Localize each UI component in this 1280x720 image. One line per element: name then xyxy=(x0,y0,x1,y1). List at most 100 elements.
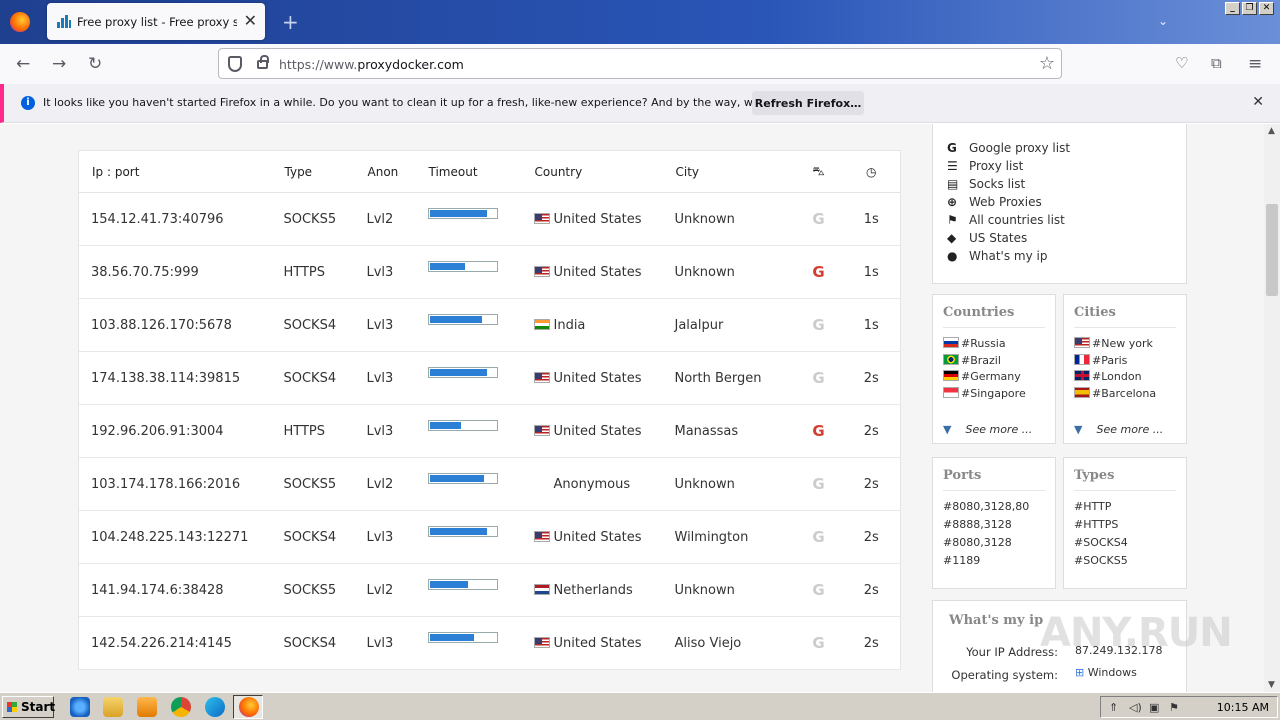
ports-link[interactable]: #8080,3128,80 xyxy=(943,500,1030,513)
ip-port-cell[interactable]: 142.54.226.214:4145 xyxy=(78,616,272,670)
type-cell: HTTPS xyxy=(271,404,355,458)
countries-link[interactable]: #Germany xyxy=(943,370,1021,383)
close-window-button[interactable]: ✕ xyxy=(1259,2,1274,15)
timeout-cell xyxy=(415,245,522,299)
internet-explorer-icon[interactable] xyxy=(70,697,90,717)
url-bar[interactable]: https://www.proxydocker.com ☆ xyxy=(218,48,1062,79)
types-link[interactable]: #SOCKS4 xyxy=(1074,536,1128,549)
table-row[interactable]: 142.54.226.214:4145 SOCKS4 Lvl3 United Stat… xyxy=(78,616,901,670)
edge-icon[interactable] xyxy=(205,697,225,717)
sidebar-link[interactable]: ☰ Proxy list xyxy=(947,159,1024,173)
table-row[interactable]: 103.174.178.166:2016 SOCKS5 Lvl2 Anonymous U… xyxy=(78,457,901,511)
sidebar-link[interactable]: G Google proxy list xyxy=(947,141,1071,155)
timeout-cell xyxy=(415,616,522,670)
chrome-icon[interactable] xyxy=(171,697,191,717)
header-ip-port[interactable]: Ip : port xyxy=(78,150,272,193)
header-clock-icon[interactable]: ◷ xyxy=(842,150,901,193)
types-link[interactable]: #HTTPS xyxy=(1074,518,1119,531)
network-icon[interactable]: ▣ xyxy=(1149,701,1160,714)
lock-icon[interactable] xyxy=(257,55,269,69)
cities-link[interactable]: #London xyxy=(1074,370,1142,383)
scroll-down-arrow-icon[interactable]: ▼ xyxy=(1268,680,1275,690)
countries-link[interactable]: #Singapore xyxy=(943,386,1026,400)
types-link[interactable]: #SOCKS5 xyxy=(1074,554,1128,567)
sidebar-link[interactable]: ● What's my ip xyxy=(947,249,1048,263)
ip-port-cell[interactable]: 141.94.174.6:38428 xyxy=(78,563,272,617)
google-icon: G xyxy=(812,422,825,440)
sidebar-link[interactable]: ⊕ Web Proxies xyxy=(947,195,1042,209)
firefox-logo-icon[interactable] xyxy=(10,12,30,32)
back-arrow-icon[interactable]: ← xyxy=(16,54,31,74)
header-country[interactable]: Country xyxy=(521,150,663,193)
extensions-icon[interactable]: ⧉ xyxy=(1211,54,1222,72)
firefox-taskbar-button[interactable] xyxy=(233,695,263,719)
header-anon[interactable]: Anon xyxy=(354,150,416,193)
page-scrollbar[interactable]: ▲ ▼ xyxy=(1264,124,1280,692)
header-google-icon[interactable]: ⛍ xyxy=(794,150,843,193)
tray-expand-icon[interactable]: ⇑ xyxy=(1109,701,1119,714)
ip-port-cell[interactable]: 103.174.178.166:2016 xyxy=(78,457,272,511)
notification-close-icon[interactable]: ✕ xyxy=(1252,94,1264,110)
cities-link[interactable]: #Paris xyxy=(1074,353,1127,367)
volume-icon[interactable]: ◁) xyxy=(1129,701,1142,714)
table-row[interactable]: 103.88.126.170:5678 SOCKS4 Lvl3 India Jalalp… xyxy=(78,298,901,352)
types-link[interactable]: #HTTP xyxy=(1074,500,1112,513)
ip-port-cell[interactable]: 104.248.225.143:12271 xyxy=(78,510,272,564)
ip-port-cell[interactable]: 174.138.38.114:39815 xyxy=(78,351,272,405)
list-all-tabs-chevron-icon[interactable]: ⌄ xyxy=(1158,14,1169,28)
menu-hamburger-icon[interactable]: ≡ xyxy=(1248,54,1263,74)
ports-link[interactable]: #8080,3128 xyxy=(943,536,1012,549)
bookmark-star-icon[interactable]: ☆ xyxy=(1038,53,1055,74)
ports-link[interactable]: #1189 xyxy=(943,554,981,567)
media-player-icon[interactable] xyxy=(137,697,157,717)
url-text[interactable]: https://www.proxydocker.com xyxy=(279,57,464,72)
countries-see-more-link[interactable]: ▼ See more ... xyxy=(943,423,1033,436)
table-row[interactable]: 104.248.225.143:12271 SOCKS4 Lvl3 United St… xyxy=(78,510,901,564)
cities-see-more-link[interactable]: ▼ See more ... xyxy=(1074,423,1164,436)
scroll-up-arrow-icon[interactable]: ▲ xyxy=(1268,126,1275,136)
timeout-bar xyxy=(427,472,498,484)
tab-active[interactable]: Free proxy list - Free proxy server ✕ xyxy=(47,3,265,40)
countries-link[interactable]: #Russia xyxy=(943,337,1006,350)
sidebar-link-icon: ▤ xyxy=(947,177,959,191)
table-row[interactable]: 174.138.38.114:39815 SOCKS4 Lvl3 United Sta… xyxy=(78,351,901,405)
ip-port-cell[interactable]: 103.88.126.170:5678 xyxy=(78,298,272,352)
table-row[interactable]: 192.96.206.91:3004 HTTPS Lvl3 United States… xyxy=(78,404,901,458)
whats-my-ip-panel: What's my ip Your IP Address: 87.249.132… xyxy=(932,600,1187,692)
ip-port-cell[interactable]: 154.12.41.73:40796 xyxy=(78,192,272,246)
header-city[interactable]: City xyxy=(662,150,795,193)
tab-close-icon[interactable]: ✕ xyxy=(243,11,257,30)
ports-link[interactable]: #8888,3128 xyxy=(943,518,1012,531)
anyrun-watermark: ANY.RUN xyxy=(1040,610,1233,656)
sidebar-link[interactable]: ▤ Socks list xyxy=(947,177,1026,191)
anon-cell: Lvl3 xyxy=(354,245,416,299)
cities-link[interactable]: #New york xyxy=(1074,337,1153,350)
ip-port-cell[interactable]: 38.56.70.75:999 xyxy=(78,245,272,299)
sidebar-link[interactable]: ◆ US States xyxy=(947,231,1028,245)
timeout-bar xyxy=(427,313,498,325)
table-row[interactable]: 141.94.174.6:38428 SOCKS5 Lvl2 Netherlands U… xyxy=(78,563,901,617)
header-type[interactable]: Type xyxy=(271,150,355,193)
city-cell: Unknown xyxy=(662,245,795,299)
sidebar-link[interactable]: ⚑ All countries list xyxy=(947,213,1065,227)
forward-arrow-icon[interactable]: → xyxy=(52,54,67,74)
pocket-icon[interactable]: ♡ xyxy=(1175,54,1189,72)
scrollbar-thumb[interactable] xyxy=(1266,204,1278,296)
table-row[interactable]: 154.12.41.73:40796 SOCKS5 Lvl2 United State… xyxy=(78,192,901,246)
tracking-protection-shield-icon[interactable] xyxy=(228,56,242,72)
file-explorer-icon[interactable] xyxy=(103,697,123,717)
reload-icon[interactable]: ↻ xyxy=(88,54,103,74)
header-timeout[interactable]: Timeout xyxy=(415,150,522,193)
ip-port-cell[interactable]: 192.96.206.91:3004 xyxy=(78,404,272,458)
cities-link[interactable]: #Barcelona xyxy=(1074,386,1156,400)
table-row[interactable]: 38.56.70.75:999 HTTPS Lvl3 United States Unk… xyxy=(78,245,901,299)
new-tab-button[interactable]: + xyxy=(282,10,299,34)
start-button[interactable]: Start xyxy=(2,696,55,718)
refresh-firefox-button[interactable]: Refresh Firefox… xyxy=(752,91,864,115)
countries-link[interactable]: #Brazil xyxy=(943,353,1001,367)
flag-icon[interactable]: ⚑ xyxy=(1169,701,1179,714)
restore-button[interactable]: ❐ xyxy=(1242,2,1257,15)
country-cell: Netherlands xyxy=(521,563,663,617)
timeout-cell xyxy=(415,351,522,405)
minimize-button[interactable]: _ xyxy=(1225,2,1240,15)
